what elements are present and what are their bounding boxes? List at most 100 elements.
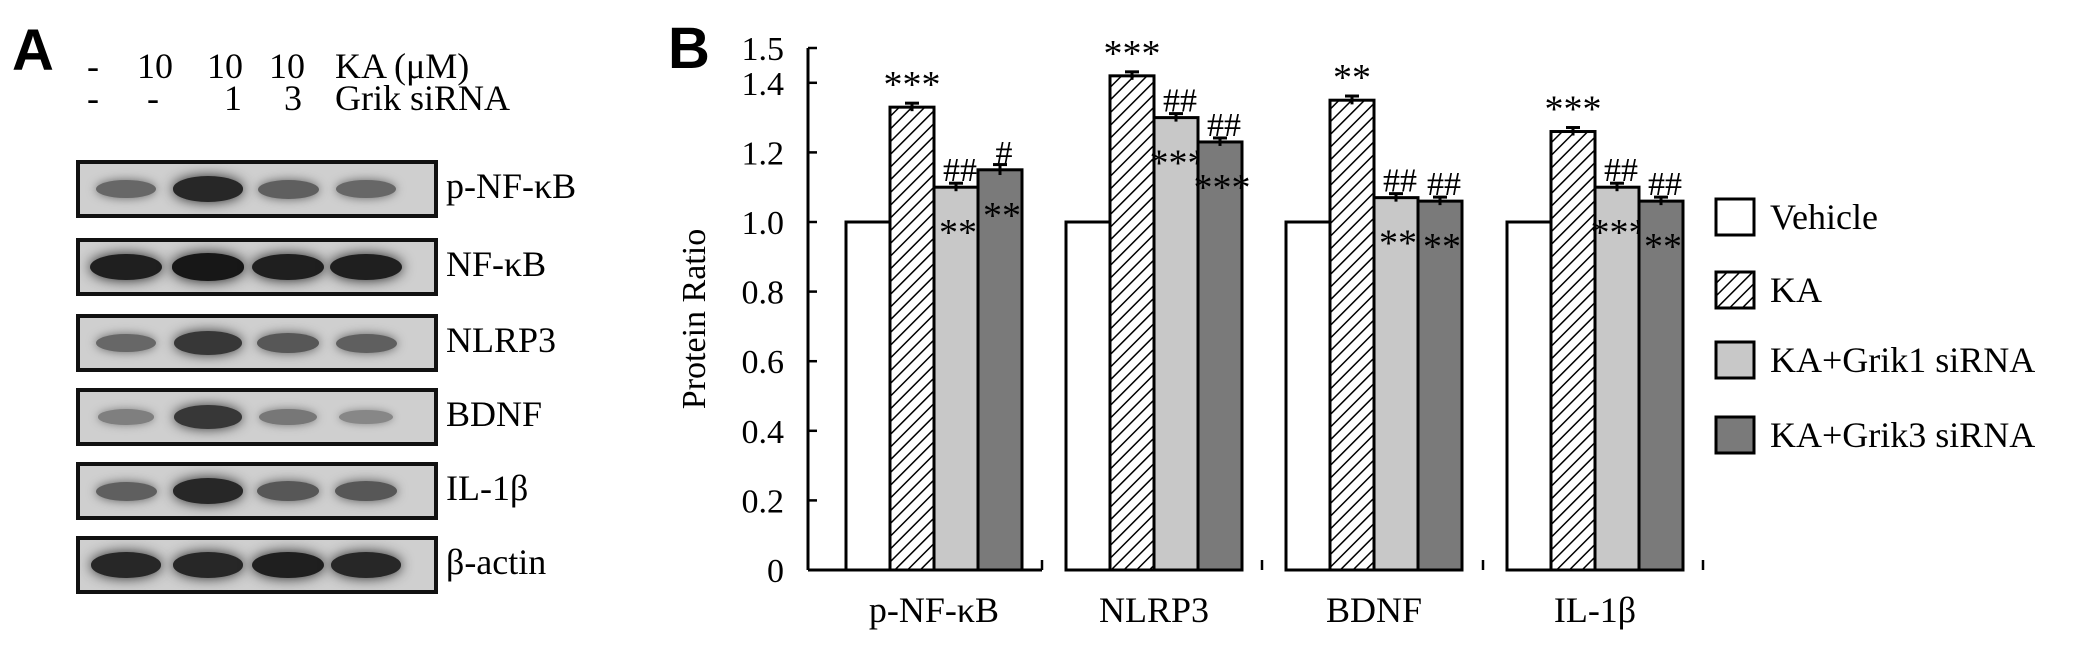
blot-band: [171, 253, 245, 281]
y-tick-label: 0.6: [742, 344, 785, 381]
blot-label: IL-1β: [446, 468, 529, 508]
legend-label: KA: [1770, 270, 1822, 310]
bar: [1152, 116, 1200, 572]
bar: [1284, 220, 1332, 572]
blot-band: [172, 176, 244, 202]
y-tick-label: 1.5: [742, 31, 785, 68]
x-tick-label: p-NF-κB: [869, 590, 999, 630]
blot-band: [98, 409, 154, 425]
y-tick-label: 0.8: [742, 275, 785, 312]
blot-band: [257, 179, 319, 199]
significance-stars: ***: [884, 64, 941, 106]
bar: [1416, 199, 1464, 572]
blot-label: NF-κB: [446, 244, 547, 284]
header-value: -: [147, 78, 159, 118]
legend-swatch: [1714, 415, 1756, 455]
blot-band: [172, 478, 244, 504]
blot-band: [336, 179, 396, 199]
legend-swatch: [1714, 270, 1756, 310]
x-tick-label: NLRP3: [1099, 590, 1209, 630]
significance-stars: ***: [1545, 89, 1602, 131]
blot-band: [334, 481, 398, 501]
blot-label: NLRP3: [446, 320, 557, 360]
x-tick-label: BDNF: [1326, 590, 1422, 630]
blot-strip: [76, 238, 438, 296]
blot-band: [330, 253, 402, 281]
blot-band: [174, 331, 242, 355]
blot-strip: [76, 536, 438, 594]
header-label: Grik siRNA: [335, 78, 511, 118]
legend-swatch: [1714, 340, 1756, 380]
y-tick-label: 1.4: [742, 66, 785, 103]
significance-hash: ##: [1604, 152, 1638, 189]
blot-strip: [76, 462, 438, 520]
significance-hash: ##: [1207, 107, 1241, 144]
y-tick-label: 0: [767, 553, 784, 590]
panel-b-letter: B: [668, 16, 710, 81]
blot-label: β-actin: [446, 542, 547, 582]
bar: [1549, 130, 1597, 572]
significance-hash: ##: [943, 152, 977, 189]
blot-band: [338, 409, 394, 425]
blot-band: [335, 333, 397, 353]
significance-stars: ***: [1194, 167, 1251, 209]
blot-band: [256, 333, 320, 353]
header-value: -: [87, 46, 99, 86]
significance-hash: #: [996, 135, 1013, 172]
significance-stars: **: [1644, 226, 1682, 268]
bar: [1505, 220, 1553, 572]
significance-stars: **: [1379, 223, 1417, 265]
y-tick-label: 0.2: [742, 483, 785, 520]
bar: [976, 168, 1024, 572]
blot-band: [259, 408, 317, 426]
bar: [1064, 220, 1112, 572]
blot-band: [252, 551, 324, 579]
bar: [1328, 98, 1376, 572]
blot-strip: [76, 388, 438, 446]
significance-stars: ***: [1104, 33, 1161, 75]
blot-band: [96, 333, 156, 353]
blot-band: [256, 481, 320, 501]
significance-stars: **: [939, 212, 977, 254]
header-value: 10: [269, 46, 305, 86]
header-value: 10: [207, 46, 243, 86]
y-tick-label: 0.4: [742, 414, 785, 451]
header-value: 10: [137, 46, 173, 86]
blot-strip: [76, 160, 438, 218]
header-value: 3: [284, 78, 302, 118]
panel-a-letter: A: [12, 18, 54, 83]
blot-band: [90, 552, 162, 578]
blot-strip: [76, 314, 438, 372]
significance-stars: **: [1423, 226, 1461, 268]
blot-label: p-NF-κB: [446, 166, 577, 206]
legend-label: Vehicle: [1770, 197, 1878, 237]
significance-stars: **: [983, 195, 1021, 237]
bar: [844, 220, 892, 572]
y-tick-label: 1.2: [742, 135, 785, 172]
blot-band: [90, 253, 162, 281]
blot-band: [96, 179, 156, 199]
blot-band: [252, 253, 324, 281]
blot-label: BDNF: [446, 394, 543, 434]
bar: [1108, 74, 1156, 572]
legend-label: KA+Grik3 siRNA: [1770, 415, 2035, 455]
y-axis-label: Protein Ratio: [676, 229, 713, 409]
significance-stars: **: [1333, 57, 1371, 99]
header-value: -: [87, 78, 99, 118]
y-tick-label: 1.0: [742, 205, 785, 242]
blot-band: [95, 481, 157, 501]
legend-swatch: [1714, 197, 1756, 237]
legend-label: KA+Grik1 siRNA: [1770, 340, 2035, 380]
header-label: KA (μM): [335, 46, 470, 86]
significance-hash: ##: [1163, 83, 1197, 120]
significance-hash: ##: [1427, 166, 1461, 203]
blot-band: [174, 405, 242, 429]
significance-hash: ##: [1648, 166, 1682, 203]
blot-band: [330, 552, 402, 578]
x-tick-label: IL-1β: [1554, 590, 1636, 630]
blot-band: [172, 552, 244, 578]
header-value: 1: [224, 78, 242, 118]
bar: [888, 105, 936, 572]
bar: [932, 185, 980, 572]
